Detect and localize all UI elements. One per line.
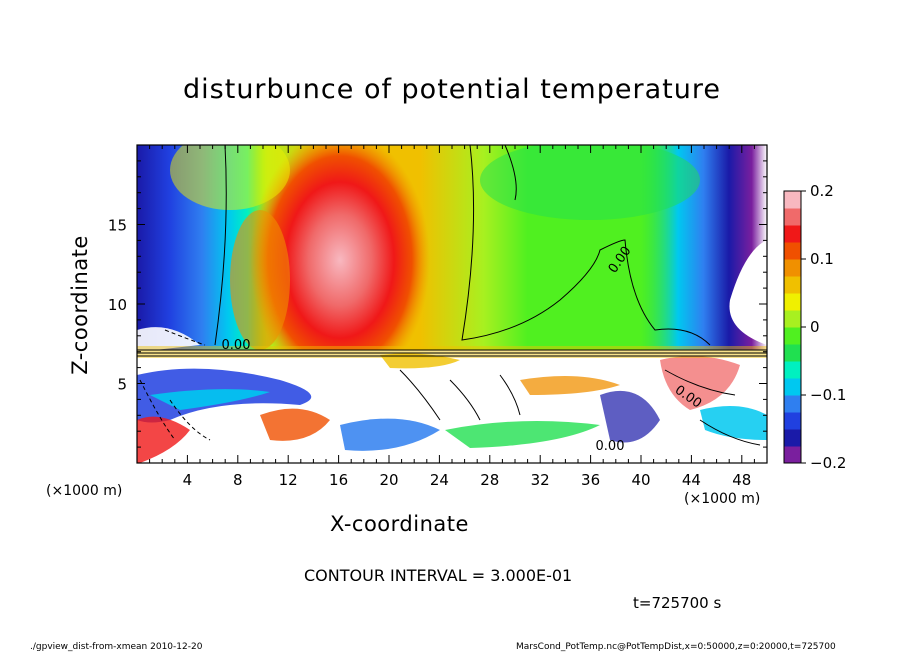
- chart-title: disturbunce of potential temperature: [183, 74, 721, 105]
- x-tick-label: 20: [379, 471, 398, 489]
- x-tick-label: 48: [732, 471, 751, 489]
- contour-label: 0.00: [222, 338, 251, 353]
- time-label: t=725700 s: [633, 594, 722, 612]
- x-tick-label: 12: [279, 471, 298, 489]
- contour-label: 0.00: [596, 439, 625, 454]
- colorbar-band: [784, 310, 801, 328]
- x-tick-label: 28: [480, 471, 499, 489]
- y-tick-label: 10: [108, 296, 127, 314]
- colorbar-tick-label: 0.1: [810, 250, 834, 268]
- colorbar-band: [784, 225, 801, 243]
- colorbar-band: [784, 429, 801, 447]
- x-tick-label: 16: [329, 471, 348, 489]
- colorbar-band: [784, 327, 801, 345]
- y-axis-label: Z-coordinate: [68, 235, 92, 375]
- colorbar-tick-label: −0.1: [810, 386, 846, 404]
- colorbar-band: [784, 361, 801, 379]
- colorbar-band: [784, 344, 801, 362]
- colorbar-band: [784, 412, 801, 430]
- colorbar-tick-label: 0: [810, 318, 820, 336]
- x-tick-label: 40: [631, 471, 650, 489]
- colorbar-band: [784, 395, 801, 413]
- colorbar-band: [784, 191, 801, 209]
- colorbar-band: [784, 276, 801, 294]
- x-axis-label: X-coordinate: [330, 512, 469, 536]
- colorbar-tick-label: 0.2: [810, 182, 834, 200]
- x-tick-label: 4: [183, 471, 193, 489]
- y-tick-label: 15: [108, 217, 127, 235]
- x-tick-label: 24: [430, 471, 449, 489]
- x-tick-label: 36: [581, 471, 600, 489]
- x-tick-label: 32: [531, 471, 550, 489]
- footer-left-text: ./gpview_dist-from-xmean 2010-12-20: [30, 642, 203, 652]
- footer-right-text: MarsCond_PotTemp.nc@PotTempDist,x=0:5000…: [516, 642, 836, 652]
- y-tick-label: 5: [117, 376, 127, 394]
- colorbar-band: [784, 293, 801, 311]
- x-axis-ticks: 4 8 12 16 20 24 28 32 36 40 44 48: [149, 145, 755, 489]
- colorbar-band: [784, 242, 801, 260]
- y-axis-ticks: 5 10 15: [108, 160, 767, 448]
- colorbar: −0.2 −0.1 0 0.1 0.2: [783, 182, 846, 472]
- colorbar-band: [784, 446, 801, 464]
- x-tick-label: 8: [233, 471, 243, 489]
- heatmap-field: [137, 145, 767, 463]
- colorbar-band: [784, 378, 801, 396]
- colorbar-band: [784, 208, 801, 226]
- x-unit-label-left: (×1000 m): [46, 483, 123, 499]
- contour-interval-text: CONTOUR INTERVAL = 3.000E-01: [304, 566, 573, 585]
- colorbar-tick-label: −0.2: [810, 454, 846, 472]
- colorbar-band: [784, 259, 801, 277]
- x-tick-label: 44: [682, 471, 701, 489]
- x-unit-label-right: (×1000 m): [684, 491, 761, 507]
